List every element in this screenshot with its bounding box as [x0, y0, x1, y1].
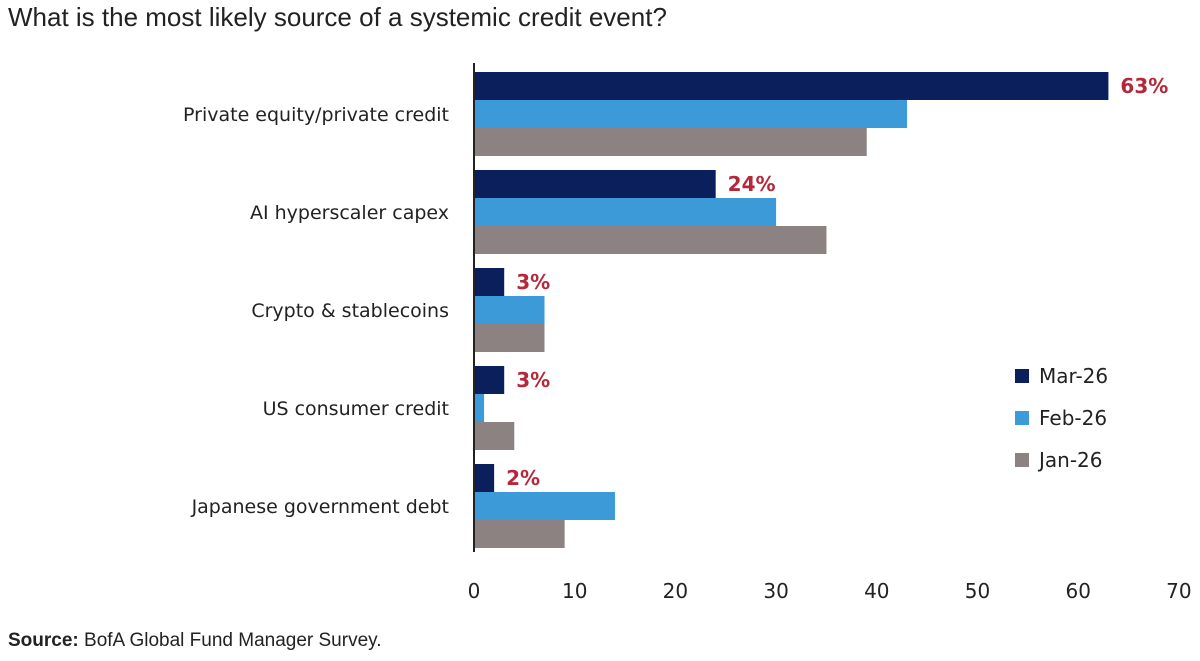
bar-jan-26	[474, 520, 565, 548]
category-label: AI hyperscaler capex	[250, 202, 449, 224]
bar-mar-26	[474, 72, 1109, 100]
bar-feb-26	[474, 394, 485, 422]
bar-feb-26	[474, 296, 545, 324]
source-label: Source:	[8, 630, 79, 651]
bar-mar-26	[474, 464, 495, 492]
data-label: 63%	[1120, 74, 1168, 98]
legend-label: Feb-26	[1039, 406, 1107, 430]
x-tick-label: 70	[1166, 579, 1191, 603]
legend-swatch	[1015, 411, 1029, 425]
data-label: 3%	[516, 270, 550, 294]
bar-jan-26	[474, 226, 827, 254]
x-tick-label: 10	[562, 579, 587, 603]
legend-swatch	[1015, 369, 1029, 383]
data-label: 3%	[516, 368, 550, 392]
bar-jan-26	[474, 422, 515, 450]
bar-feb-26	[474, 492, 615, 520]
category-label: Crypto & stablecoins	[251, 300, 449, 322]
bar-feb-26	[474, 100, 908, 128]
bar-mar-26	[474, 366, 505, 394]
x-tick-label: 20	[663, 579, 688, 603]
source-note: Source: BofA Global Fund Manager Survey.	[8, 630, 382, 652]
bar-mar-26	[474, 170, 716, 198]
data-label: 24%	[728, 172, 776, 196]
category-label: Private equity/private credit	[183, 104, 449, 126]
bar-mar-26	[474, 268, 505, 296]
category-label: Japanese government debt	[191, 496, 449, 518]
category-label: US consumer credit	[263, 398, 449, 420]
legend-label: Jan-26	[1037, 448, 1103, 472]
x-tick-label: 30	[763, 579, 788, 603]
x-tick-label: 0	[468, 579, 481, 603]
source-text: BofA Global Fund Manager Survey.	[78, 630, 382, 651]
x-tick-label: 50	[965, 579, 990, 603]
bar-feb-26	[474, 198, 777, 226]
x-tick-label: 60	[1065, 579, 1090, 603]
bar-jan-26	[474, 128, 867, 156]
chart-title: What is the most likely source of a syst…	[8, 2, 667, 32]
legend-label: Mar-26	[1039, 364, 1108, 388]
bar-jan-26	[474, 324, 545, 352]
x-tick-label: 40	[864, 579, 889, 603]
legend-swatch	[1015, 453, 1029, 467]
data-label: 2%	[506, 466, 540, 490]
